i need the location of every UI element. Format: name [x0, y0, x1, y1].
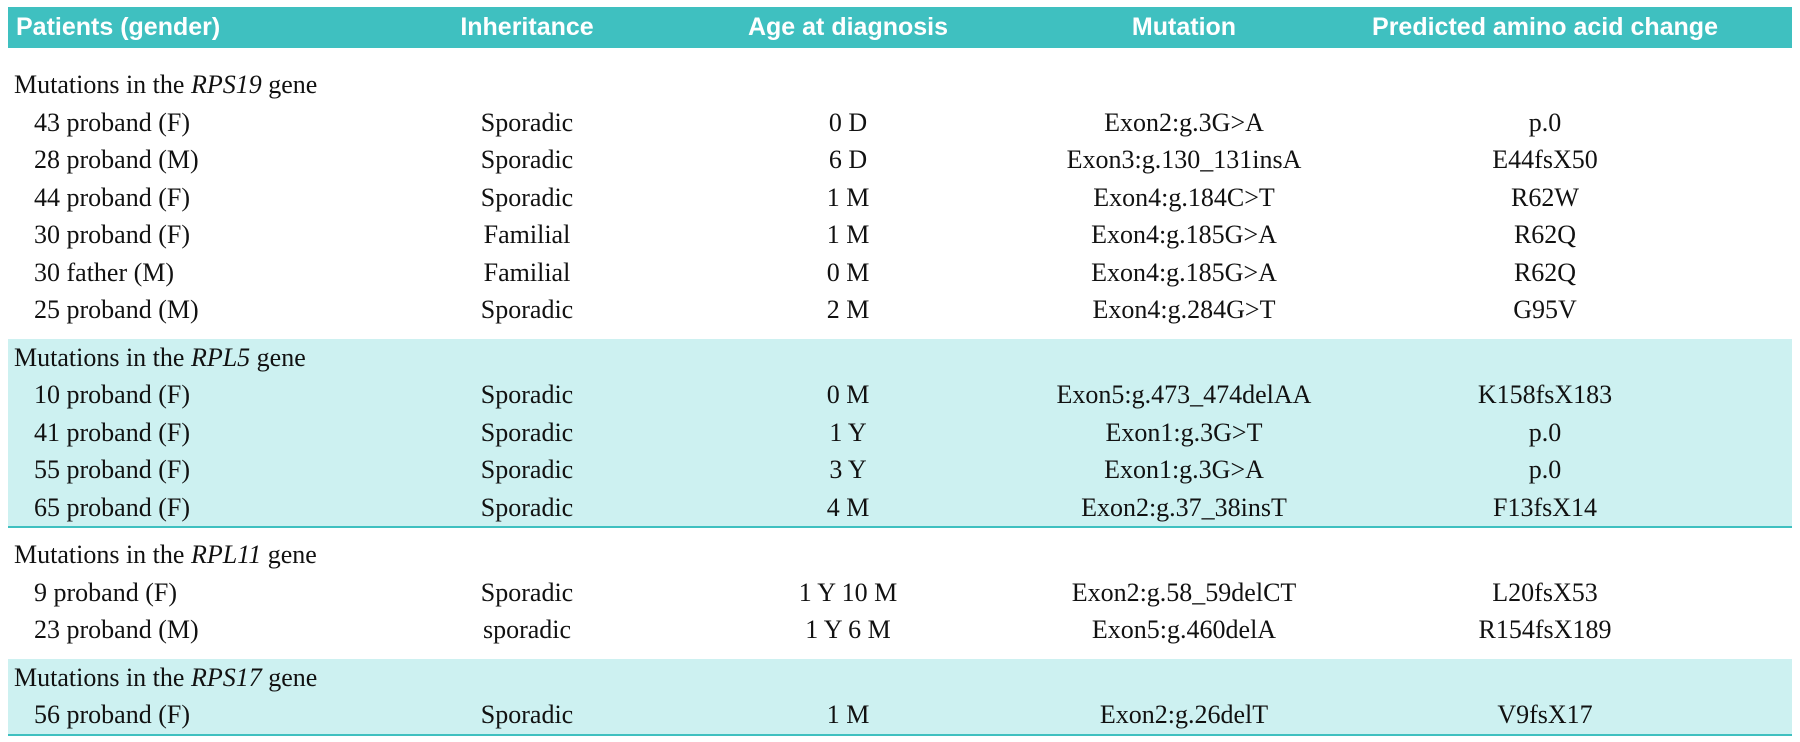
cell: E44fsX50 [1492, 145, 1598, 174]
column-header: Predicted amino acid change [1372, 13, 1718, 41]
cell: R62Q [1513, 257, 1577, 287]
title-suffix: gene [256, 342, 306, 372]
column-header: Inheritance [460, 13, 594, 41]
gene-name: RPS19 [190, 70, 262, 99]
column-header: Patients (gender) [16, 13, 221, 41]
cell: 56 proband (F) [34, 700, 190, 729]
cell: 3 Y [829, 455, 867, 484]
cell: 28 proband (M) [34, 145, 199, 174]
cell: 1 Y 10 M [798, 577, 898, 607]
cell: Exon2:g.3G>A [1104, 107, 1264, 137]
cell: Sporadic [480, 700, 574, 729]
cell: Exon1:g.3G>T [1105, 417, 1263, 447]
title-prefix: Mutations in the [14, 540, 185, 569]
title-suffix: gene [267, 540, 317, 569]
cell: Sporadic [480, 107, 574, 137]
cell: Sporadic [480, 380, 574, 409]
cell: V9fsX17 [1497, 700, 1593, 729]
group-band [8, 658, 1792, 736]
cell: 55 proband (F) [34, 455, 190, 484]
cell: Sporadic [480, 295, 574, 324]
cell: Sporadic [480, 455, 574, 484]
group-title: Mutations in the RPL11 gene [14, 536, 317, 574]
gene-name: RPS17 [190, 662, 262, 692]
cell: Exon3:g.130_131insA [1066, 145, 1302, 174]
cell: 43 proband (F) [34, 107, 190, 137]
title-suffix: gene [268, 662, 318, 692]
title-prefix: Mutations in the [14, 662, 185, 692]
cell: 30 father (M) [34, 257, 175, 287]
group-title: Mutations in the RPS17 gene [14, 659, 317, 697]
cell: L20fsX53 [1492, 577, 1598, 607]
cell: Sporadic [480, 182, 574, 212]
cell: Familial [483, 257, 571, 287]
cell: 9 proband (F) [34, 577, 177, 607]
cell: Familial [483, 220, 571, 249]
header-bar [8, 7, 1792, 48]
cell: Exon5:g.473_474delAA [1056, 380, 1312, 409]
cell: 0 M [826, 380, 870, 409]
cell: 10 proband (F) [34, 380, 190, 409]
cell: R62Q [1513, 220, 1577, 249]
cell: R62W [1511, 182, 1579, 212]
cell: Exon2:g.26delT [1099, 700, 1269, 729]
cell: 44 proband (F) [34, 182, 190, 212]
cell: p.0 [1528, 107, 1562, 137]
gene-name: RPL5 [190, 342, 251, 372]
cell: 2 M [826, 295, 870, 324]
cell: 25 proband (M) [34, 295, 199, 324]
cell: 1 Y [829, 417, 867, 447]
cell: 6 D [828, 145, 868, 174]
gene-name: RPL11 [190, 540, 262, 569]
group-title: Mutations in the RPS19 gene [14, 66, 317, 104]
cell: 0 M [826, 257, 870, 287]
cell: Sporadic [480, 577, 574, 607]
cell: 23 proband (M) [34, 615, 199, 644]
cell: Exon2:g.58_59delCT [1071, 577, 1297, 607]
cell: Exon2:g.37_38insT [1081, 492, 1287, 522]
cell: 1 M [826, 700, 870, 729]
cell: 4 M [826, 492, 870, 522]
title-suffix: gene [268, 70, 318, 99]
cell: 30 proband (F) [34, 220, 190, 249]
cell: Exon1:g.3G>A [1104, 455, 1264, 484]
group-band [8, 338, 1792, 528]
cell: 1 Y 6 M [805, 615, 891, 644]
cell: Exon4:g.184C>T [1093, 182, 1275, 212]
cell: Exon4:g.185G>A [1091, 257, 1277, 287]
cell: 1 M [826, 220, 870, 249]
cell: Exon4:g.185G>A [1091, 220, 1277, 249]
cell: sporadic [482, 615, 572, 644]
cell: p.0 [1528, 455, 1562, 484]
cell: Sporadic [480, 492, 574, 522]
cell: K158fsX183 [1477, 380, 1613, 409]
column-header: Age at diagnosis [747, 13, 949, 41]
cell: p.0 [1528, 417, 1562, 447]
cell: R154fsX189 [1478, 615, 1612, 644]
cell: 41 proband (F) [34, 417, 190, 447]
title-prefix: Mutations in the [14, 70, 185, 99]
cell: Exon4:g.284G>T [1092, 295, 1276, 324]
cell: 65 proband (F) [34, 492, 190, 522]
cell: F13fsX14 [1492, 492, 1597, 522]
group-title: Mutations in the RPL5 gene [14, 339, 306, 377]
cell: 1 M [826, 182, 870, 212]
cell: Exon5:g.460delA [1091, 615, 1277, 644]
cell: 0 D [828, 107, 868, 137]
cell: Sporadic [480, 145, 574, 174]
cell: Sporadic [480, 417, 574, 447]
cell: G95V [1513, 295, 1577, 324]
title-prefix: Mutations in the [14, 342, 185, 372]
column-header: Mutation [1131, 13, 1237, 41]
